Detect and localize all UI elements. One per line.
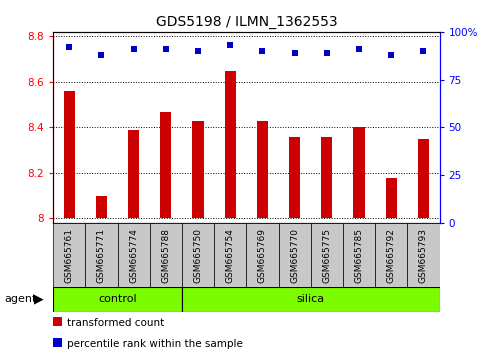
Bar xyxy=(354,127,365,218)
Text: agent: agent xyxy=(5,294,37,304)
Point xyxy=(194,48,202,54)
Bar xyxy=(182,287,440,312)
Point xyxy=(420,48,427,54)
Text: GSM665769: GSM665769 xyxy=(258,228,267,283)
Text: GSM665750: GSM665750 xyxy=(194,228,202,283)
Point xyxy=(387,52,395,58)
Text: control: control xyxy=(98,294,137,304)
Bar xyxy=(192,121,204,218)
Text: GSM665770: GSM665770 xyxy=(290,228,299,283)
Bar xyxy=(289,137,300,218)
Bar xyxy=(375,223,407,287)
Point xyxy=(323,50,331,56)
Text: GSM665771: GSM665771 xyxy=(97,228,106,283)
Bar xyxy=(182,223,214,287)
Bar xyxy=(128,130,139,218)
Bar xyxy=(225,70,236,218)
Bar xyxy=(117,223,150,287)
Text: ▶: ▶ xyxy=(34,293,43,306)
Bar xyxy=(246,223,279,287)
Bar xyxy=(85,223,117,287)
Bar xyxy=(214,223,246,287)
Text: silica: silica xyxy=(297,294,325,304)
Bar xyxy=(53,287,182,312)
Text: GSM665774: GSM665774 xyxy=(129,228,138,283)
Point xyxy=(98,52,105,58)
Point xyxy=(130,46,138,52)
Point xyxy=(162,46,170,52)
Bar xyxy=(343,223,375,287)
Bar xyxy=(160,112,171,218)
Bar xyxy=(321,137,332,218)
Text: GSM665761: GSM665761 xyxy=(65,228,74,283)
Text: transformed count: transformed count xyxy=(67,318,164,328)
Bar xyxy=(385,177,397,218)
Text: GSM665785: GSM665785 xyxy=(355,228,364,283)
Bar xyxy=(64,91,75,218)
Bar xyxy=(150,223,182,287)
Text: GSM665754: GSM665754 xyxy=(226,228,235,283)
Point xyxy=(355,46,363,52)
Bar xyxy=(418,139,429,218)
Point xyxy=(258,48,266,54)
Bar xyxy=(96,196,107,218)
Title: GDS5198 / ILMN_1362553: GDS5198 / ILMN_1362553 xyxy=(156,16,337,29)
Text: GSM665775: GSM665775 xyxy=(322,228,331,283)
Point xyxy=(291,50,298,56)
Bar xyxy=(279,223,311,287)
Text: GSM665788: GSM665788 xyxy=(161,228,170,283)
Bar xyxy=(257,121,268,218)
Point xyxy=(227,42,234,48)
Bar xyxy=(53,223,85,287)
Text: percentile rank within the sample: percentile rank within the sample xyxy=(67,339,242,349)
Text: GSM665792: GSM665792 xyxy=(387,228,396,283)
Bar xyxy=(311,223,343,287)
Bar xyxy=(407,223,440,287)
Text: GSM665793: GSM665793 xyxy=(419,228,428,283)
Point xyxy=(65,44,73,50)
